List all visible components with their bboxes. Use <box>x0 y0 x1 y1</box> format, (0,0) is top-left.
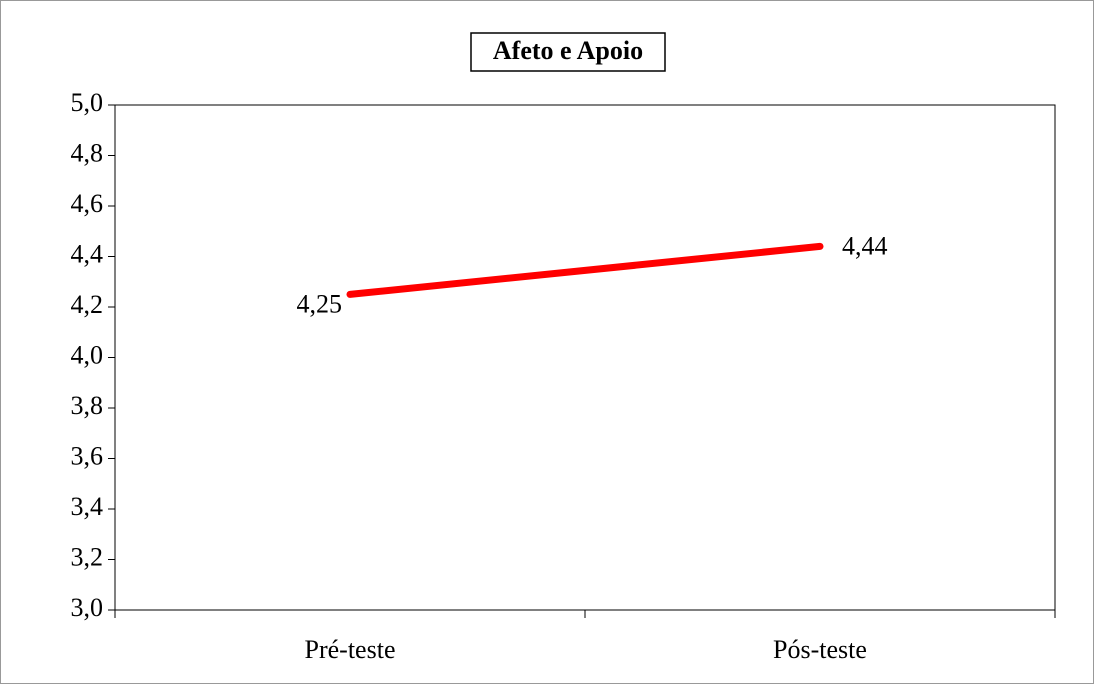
y-tick-label: 5,0 <box>71 88 104 117</box>
y-tick-label: 4,0 <box>71 340 104 369</box>
y-tick-label: 4,6 <box>71 189 104 218</box>
y-tick-label: 3,0 <box>71 593 104 622</box>
y-tick-label: 3,4 <box>71 492 104 521</box>
line <box>346 242 824 298</box>
y-tick-label: 4,2 <box>71 290 104 319</box>
y-tick-label: 3,6 <box>71 441 104 470</box>
y-tick-label: 3,2 <box>71 542 104 571</box>
y-tick-label: 3,8 <box>71 391 104 420</box>
x-tick-label: Pós-teste <box>773 635 867 664</box>
y-tick-label: 4,4 <box>71 239 104 268</box>
chart-title: Afeto e Apoio <box>493 36 643 65</box>
data-label: 4,44 <box>842 231 888 260</box>
title-box <box>470 32 666 72</box>
y-tick-label: 4,8 <box>71 138 104 167</box>
data-label: 4,25 <box>297 289 343 318</box>
x-tick-label: Pré-teste <box>305 635 396 664</box>
